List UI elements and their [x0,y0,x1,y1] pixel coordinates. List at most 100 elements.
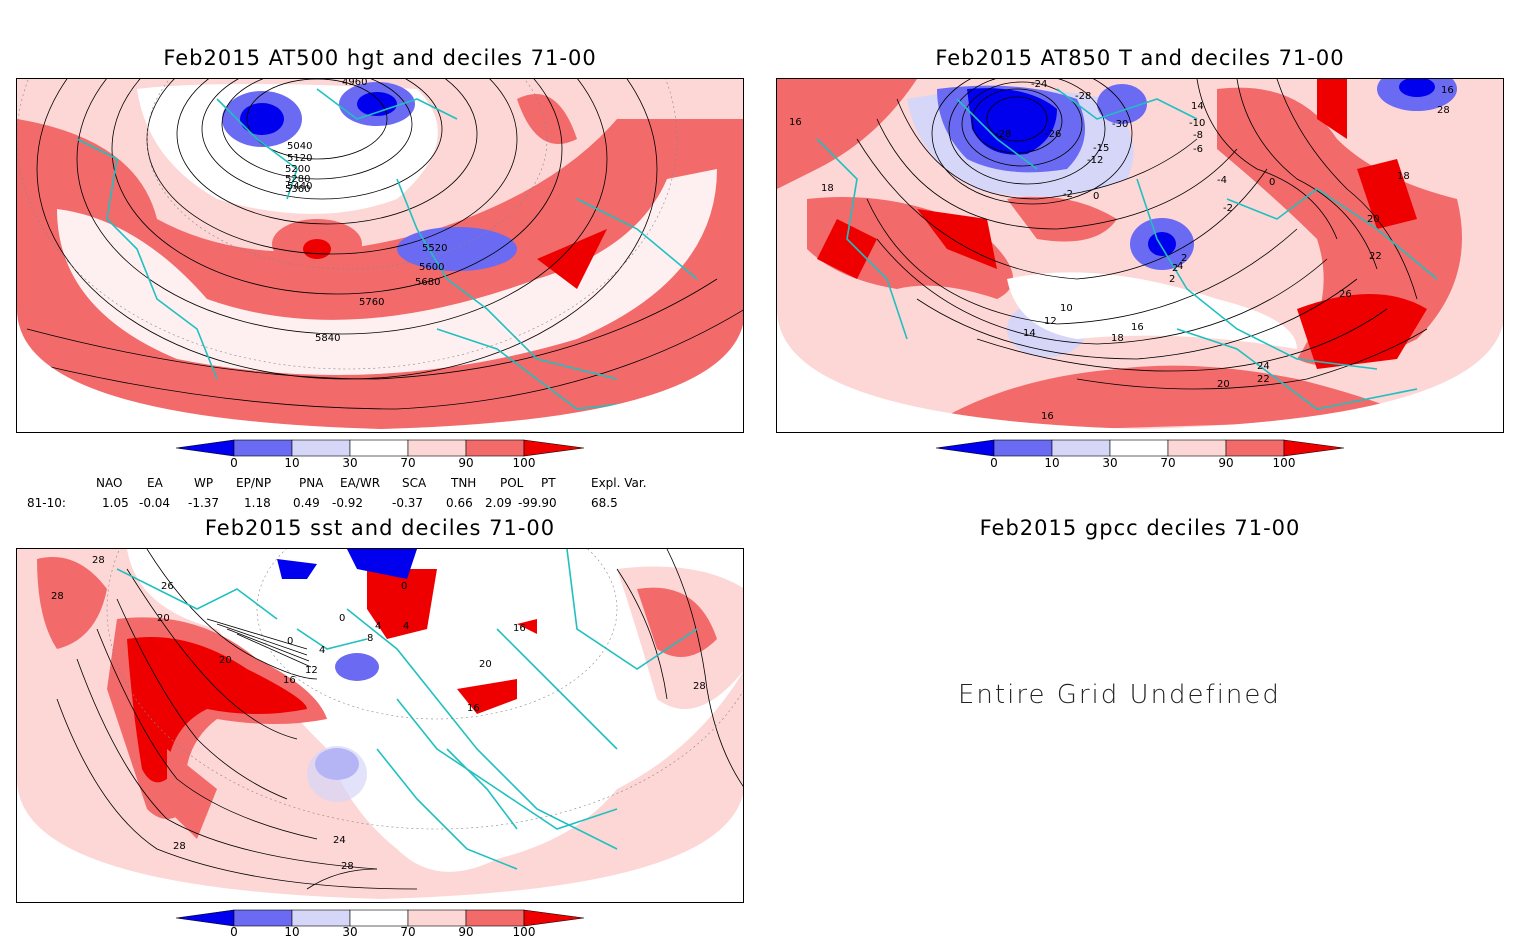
teleconnection-table: NAO EA WP EP/NP PNA EA/WR SCA TNH POL PT… [0,474,700,514]
contour-label: 5760 [359,297,384,308]
colorbar-label: 30 [1102,456,1118,470]
index-header: PT [541,476,556,490]
contour-label: 5840 [315,333,340,344]
index-header: WP [194,476,214,490]
contour-label: 0 [401,581,407,592]
contour-label: 16 [467,703,480,714]
contour-label: 10 [1060,303,1073,314]
index-value: 1.18 [244,496,271,510]
index-value: 0.66 [446,496,473,510]
warm-anomaly-asia [1217,87,1462,366]
contour-label: 12 [305,665,318,676]
contour-label: 0 [287,636,293,647]
contour-label: -2 [1063,189,1073,200]
contour-label: 28 [51,591,64,602]
contour-label: -28 [995,129,1011,140]
colorbar-label: 10 [1044,456,1060,470]
colorbar-label: 90 [458,456,474,470]
index-header: Expl. Var. [591,476,647,490]
cold-anomaly-europe [397,227,517,271]
sst-contours [56,549,743,890]
index-header: TNH [451,476,477,490]
contour-label: 28 [173,841,186,852]
contour-label: 16 [789,117,802,128]
colorbar-label: 70 [400,456,416,470]
colorbar-t850: 0 10 30 70 90 100 [935,439,1346,477]
colorbar-label: 30 [342,925,358,939]
contour-label: 14 [1023,328,1036,339]
index-value: 2.09 [485,496,512,510]
contour-label: -12 [1087,155,1103,166]
colorbar-label: 100 [512,925,536,939]
height-contours [17,79,743,410]
colorbar-label: 90 [458,925,474,939]
contour-label: 26 [161,581,174,592]
index-value: -0.04 [139,496,171,510]
index-value: -1.37 [188,496,220,510]
contour-label: 5520 [422,243,447,254]
contour-label: 4 [403,621,409,632]
contour-label: -24 [1031,79,1047,90]
contour-label: -4 [1217,175,1227,186]
contour-label: 2 [1181,253,1187,264]
contour-label: 5120 [287,153,312,164]
contour-label: 16 [1041,411,1054,422]
map-sst: 28 28 26 20 16 12 4 0 0 4 8 4 20 24 28 2… [16,548,744,903]
index-value: 68.5 [591,496,618,510]
contour-label: 0 [1269,177,1275,188]
contour-label: 28 [693,681,706,692]
colorbar-label: 10 [284,925,300,939]
contour-label: 4 [319,645,325,656]
contour-label: 22 [1369,251,1382,262]
contour-label: 28 [92,555,105,566]
contour-label: 24 [1257,361,1270,372]
contour-label: -30 [1112,119,1128,130]
colorbar-label: 70 [400,925,416,939]
index-value: -0.92 [332,496,364,510]
contour-label: 22 [1257,374,1270,385]
contour-label: 20 [219,655,232,666]
contour-label: 16 [1131,322,1144,333]
colorbar-label: 30 [342,456,358,470]
panel-title-sst: Feb2015 sst and deciles 71-00 [204,516,556,540]
colorbar-label: 0 [990,456,998,470]
temperature-contours [856,79,1428,390]
contour-label: 5600 [419,262,444,273]
contour-label: 2 [1169,274,1175,285]
panel-title-hgt500: Feb2015 AT500 hgt and deciles 71-00 [163,46,597,70]
contour-label: 5280 [285,174,310,185]
colorbar-hgt500: 0 10 30 70 90 100 [175,439,586,477]
contour-label: -6 [1193,144,1203,155]
map-t850: -24 -26 -28 -28 -30 -15 -12 -2 0 -6 -8 -… [776,78,1504,433]
index-value: 1.05 [102,496,129,510]
contour-label: 20 [1217,379,1230,390]
coastlines [816,88,1438,410]
colorbar-label: 10 [284,456,300,470]
colorbar-sst: 0 10 30 70 90 100 [175,909,586,940]
contour-label: 4 [375,621,381,632]
index-header: PNA [299,476,324,490]
colorbar-label: 90 [1218,456,1234,470]
contour-label: 26 [1339,289,1352,300]
colorbar-label: 70 [1160,456,1176,470]
index-header: SCA [402,476,427,490]
colorbar-label: 100 [512,456,536,470]
contour-label: -10 [1189,118,1205,129]
contour-label: 20 [479,659,492,670]
contour-label: 5680 [415,277,440,288]
colorbar-label: 0 [230,456,238,470]
contour-label: 18 [821,183,834,194]
index-header: POL [500,476,524,490]
contour-label: 4960 [342,79,367,88]
contour-label: 28 [341,861,354,872]
contour-label: 12 [1044,316,1057,327]
contour-label: 16 [283,675,296,686]
panel-title-t850: Feb2015 AT850 T and deciles 71-00 [935,46,1345,70]
contour-label: 5440 [287,181,312,192]
contour-label: 18 [1397,171,1410,182]
index-header: EP/NP [236,476,272,490]
index-row-label: 81-10: [27,496,66,510]
panel-title-gpcc: Feb2015 gpcc deciles 71-00 [979,516,1301,540]
contour-label: 8 [367,633,373,644]
contour-label: 16 [1441,85,1454,96]
